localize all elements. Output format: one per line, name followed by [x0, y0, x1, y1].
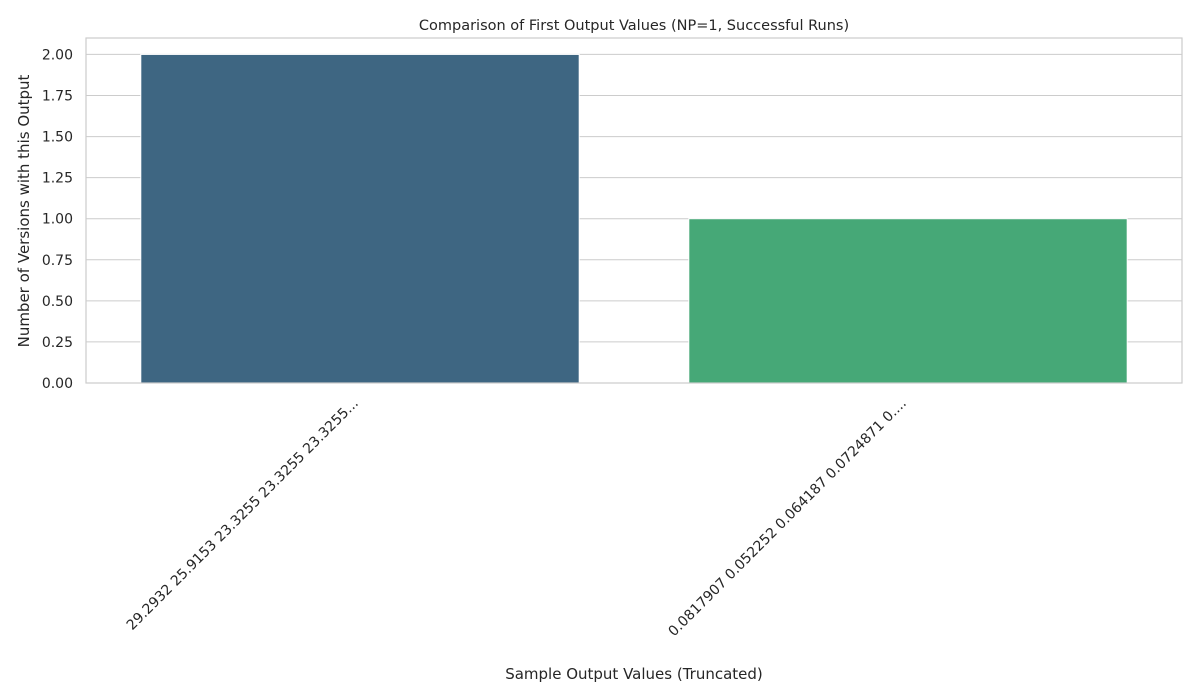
bar	[140, 53, 580, 384]
y-tick-label: 1.50	[42, 130, 73, 146]
x-axis-label: Sample Output Values (Truncated)	[505, 665, 763, 683]
x-tick-label: 0.0817907 0.052252 0.064187 0.0724871 0.…	[666, 396, 910, 640]
bars	[140, 53, 1128, 384]
y-tick-label: 1.00	[42, 212, 73, 228]
y-tick-label: 0.25	[42, 335, 73, 351]
chart-title: Comparison of First Output Values (NP=1,…	[419, 18, 849, 34]
y-tick-label: 1.75	[42, 89, 73, 105]
y-tick-label: 1.25	[42, 171, 73, 187]
x-tick-label: 29.2932 25.9153 23.3255 23.3255 23.3255.…	[124, 396, 362, 634]
y-tick-label: 2.00	[42, 47, 73, 63]
y-axis-ticks: 0.00 0.25 0.50 0.75 1.00 1.25 1.50 1.75 2.00	[42, 47, 73, 392]
y-tick-label: 0.00	[42, 376, 73, 392]
bar	[688, 218, 1128, 384]
y-axis-label: Number of Versions with this Output	[15, 74, 33, 347]
y-tick-label: 0.75	[42, 253, 73, 269]
y-tick-label: 0.50	[42, 294, 73, 310]
plot-frame	[85, 37, 1183, 384]
x-axis-ticks: 29.2932 25.9153 23.3255 23.3255 23.3255.…	[124, 396, 910, 640]
